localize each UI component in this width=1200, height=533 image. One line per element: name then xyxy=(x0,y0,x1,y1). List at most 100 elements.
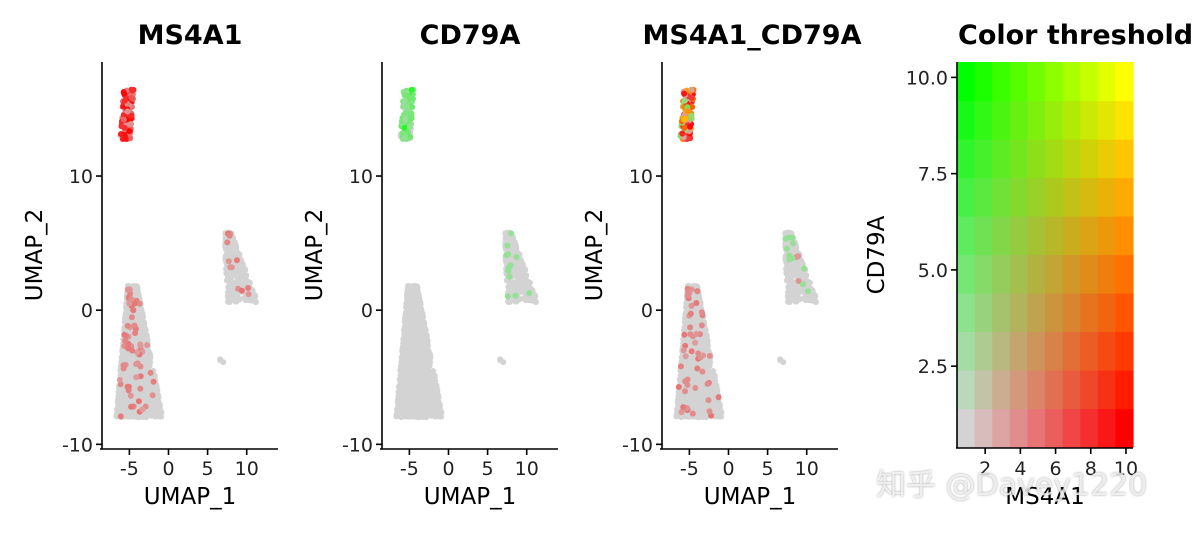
point xyxy=(229,287,235,294)
point xyxy=(403,382,410,389)
point xyxy=(400,339,407,346)
point xyxy=(132,382,139,389)
panel-title: CD79A xyxy=(420,20,521,51)
point xyxy=(128,296,135,303)
point xyxy=(434,412,441,419)
point xyxy=(509,281,516,287)
point xyxy=(233,257,240,264)
point xyxy=(513,297,520,304)
point xyxy=(407,123,413,130)
point xyxy=(430,392,437,399)
point xyxy=(519,261,526,268)
point xyxy=(405,387,412,394)
point xyxy=(229,281,236,287)
point xyxy=(422,376,429,383)
y-tick-label: 0 xyxy=(361,300,373,322)
point xyxy=(136,300,143,307)
x-tick-label: 0 xyxy=(162,458,174,480)
point xyxy=(226,299,233,305)
point xyxy=(512,264,519,271)
point xyxy=(121,331,128,338)
point xyxy=(417,382,424,388)
point xyxy=(116,376,123,383)
point xyxy=(245,291,252,298)
point xyxy=(132,330,139,337)
point xyxy=(134,293,140,300)
point xyxy=(430,378,437,385)
point xyxy=(122,337,128,344)
point xyxy=(504,242,511,249)
point xyxy=(149,392,156,399)
point xyxy=(401,97,408,104)
point xyxy=(144,342,151,348)
point xyxy=(125,345,132,352)
points xyxy=(673,86,819,421)
point xyxy=(228,264,235,271)
point xyxy=(141,319,147,326)
point xyxy=(116,389,123,396)
point xyxy=(117,413,124,420)
point xyxy=(156,405,163,412)
point xyxy=(402,135,409,142)
point xyxy=(137,341,144,348)
point xyxy=(121,395,128,402)
point xyxy=(225,258,232,265)
point xyxy=(409,285,416,292)
point xyxy=(126,128,133,135)
y-tick-label: -10 xyxy=(62,434,93,456)
point xyxy=(511,243,518,250)
point xyxy=(505,264,512,271)
point xyxy=(414,293,420,300)
point xyxy=(135,398,142,405)
point xyxy=(500,359,507,366)
point xyxy=(398,358,405,365)
point xyxy=(513,254,520,261)
point xyxy=(230,271,237,278)
y-tick-label: 0 xyxy=(81,300,93,322)
point xyxy=(117,131,124,138)
point xyxy=(150,378,157,385)
point xyxy=(124,322,131,329)
point xyxy=(128,403,135,410)
point xyxy=(410,95,416,102)
point xyxy=(704,390,711,397)
point xyxy=(128,86,135,93)
point xyxy=(411,413,418,420)
point xyxy=(139,312,146,319)
y-axis-label: UMAP_2 xyxy=(302,209,328,301)
point xyxy=(133,336,140,343)
point xyxy=(133,361,140,368)
x-tick-label: 0 xyxy=(442,458,454,480)
point xyxy=(121,124,128,131)
point xyxy=(402,110,409,117)
point xyxy=(130,307,137,314)
point xyxy=(128,373,135,380)
point xyxy=(226,276,233,283)
point xyxy=(402,330,409,337)
point xyxy=(420,362,427,369)
point xyxy=(122,135,129,142)
point xyxy=(419,392,426,399)
x-axis-label: UMAP_1 xyxy=(144,484,236,510)
point xyxy=(436,405,443,412)
point xyxy=(418,369,425,375)
point xyxy=(124,355,131,361)
point xyxy=(239,261,246,268)
point xyxy=(408,404,415,411)
point xyxy=(412,382,419,389)
point xyxy=(139,406,146,413)
point xyxy=(121,97,128,104)
point xyxy=(245,285,252,291)
point xyxy=(408,329,415,336)
point xyxy=(137,363,144,370)
x-tick-label: 10 xyxy=(515,458,539,480)
point xyxy=(142,376,149,383)
point xyxy=(409,104,416,110)
point xyxy=(121,116,127,123)
points xyxy=(393,86,539,421)
point xyxy=(124,399,131,406)
point xyxy=(139,392,146,399)
